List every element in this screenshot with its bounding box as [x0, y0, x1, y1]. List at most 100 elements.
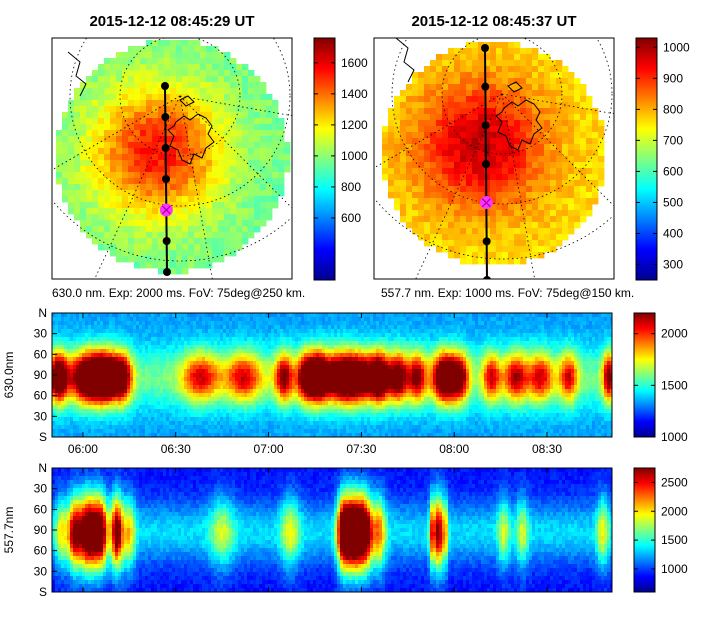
sky-pixel: [272, 190, 279, 197]
sky-pixel: [430, 222, 437, 229]
keogram-cell: [112, 329, 116, 334]
sky-pixel: [538, 90, 545, 97]
keogram-cell: [262, 421, 266, 426]
sky-pixel: [442, 162, 449, 169]
keogram-cell: [109, 313, 113, 318]
keogram-cell: [148, 321, 152, 326]
sky-pixel: [164, 94, 171, 101]
sky-pixel: [98, 124, 105, 131]
sky-pixel: [128, 46, 135, 53]
keogram-cell: [55, 381, 59, 386]
keogram-cell: [61, 401, 65, 406]
sky-pixel: [520, 204, 527, 211]
sky-pixel: [194, 136, 201, 143]
allsky-grid-557: [374, 38, 614, 279]
sky-pixel: [412, 192, 419, 199]
keogram-cell: [190, 421, 194, 426]
keogram-cell: [124, 393, 128, 398]
keogram-cell: [109, 397, 113, 402]
sky-pixel: [580, 180, 587, 187]
keogram-cell: [64, 425, 68, 430]
keogram-cell: [109, 361, 113, 366]
sky-pixel: [580, 156, 587, 163]
keogram-cell: [112, 333, 116, 338]
keogram-cell: [136, 337, 140, 342]
keogram-cell: [268, 321, 272, 326]
keogram-cell: [73, 409, 77, 414]
sky-pixel: [134, 160, 141, 167]
sky-pixel: [194, 64, 201, 71]
sky-pixel: [254, 100, 261, 107]
keogram-cell: [181, 433, 185, 437]
keogram-cell: [250, 425, 254, 430]
sky-pixel: [466, 258, 473, 265]
sky-pixel: [538, 246, 545, 253]
keogram-cell: [298, 433, 302, 437]
sky-pixel: [562, 90, 569, 97]
sky-pixel: [454, 234, 461, 241]
keogram-cell: [268, 401, 272, 406]
keogram-cell: [190, 429, 194, 434]
keogram-cell: [85, 421, 89, 426]
keogram-cell: [226, 373, 230, 378]
sky-pixel: [92, 88, 99, 95]
keogram-cell: [88, 397, 92, 402]
sky-pixel: [484, 54, 491, 61]
sky-pixel: [188, 64, 195, 71]
sky-pixel: [442, 174, 449, 181]
sky-pixel: [230, 76, 237, 83]
sky-pixel: [230, 160, 237, 167]
keogram-cell: [229, 369, 233, 374]
sky-pixel: [412, 126, 419, 133]
keogram-cell: [103, 365, 107, 370]
sky-pixel: [116, 238, 123, 245]
sky-pixel: [116, 94, 123, 101]
sky-pixel: [68, 130, 75, 137]
keogram-cell: [184, 357, 188, 362]
sky-pixel: [526, 204, 533, 211]
keogram-cell: [100, 381, 104, 386]
sky-pixel: [538, 84, 545, 91]
keogram-cell: [121, 393, 125, 398]
sky-pixel: [242, 226, 249, 233]
sky-pixel: [212, 148, 219, 155]
sky-pixel: [236, 142, 243, 149]
keogram-cell: [70, 417, 74, 422]
sky-pixel: [80, 142, 87, 149]
sky-pixel: [80, 154, 87, 161]
keogram-cell: [58, 393, 62, 398]
keogram-cell: [193, 353, 197, 358]
keogram-cell: [154, 321, 158, 326]
sky-pixel: [92, 100, 99, 107]
sky-pixel: [122, 136, 129, 143]
keogram-cell: [55, 429, 59, 434]
keogram-cell: [82, 413, 86, 418]
keogram-cell: [73, 421, 77, 426]
sky-pixel: [62, 112, 69, 119]
sky-pixel: [134, 52, 141, 59]
sky-pixel: [592, 132, 599, 139]
sky-pixel: [194, 232, 201, 239]
sky-pixel: [152, 232, 159, 239]
sky-pixel: [508, 66, 515, 73]
sky-pixel: [86, 148, 93, 155]
sky-pixel: [260, 100, 267, 107]
sky-pixel: [104, 190, 111, 197]
keogram-cell: [91, 377, 95, 382]
keogram-cell: [274, 333, 278, 338]
keogram-cell: [58, 329, 62, 334]
keogram-cell: [88, 313, 92, 318]
keogram-cell: [196, 377, 200, 382]
keogram-cell: [265, 385, 269, 390]
sky-pixel: [176, 142, 183, 149]
sky-pixel: [568, 168, 575, 175]
keogram-cell: [259, 405, 263, 410]
sky-pixel: [442, 108, 449, 115]
keogram-cell: [196, 393, 200, 398]
sky-pixel: [454, 54, 461, 61]
keogram-cell: [103, 357, 107, 362]
sky-pixel: [514, 126, 521, 133]
sky-pixel: [568, 156, 575, 163]
sky-pixel: [158, 118, 165, 125]
sky-pixel: [74, 100, 81, 107]
